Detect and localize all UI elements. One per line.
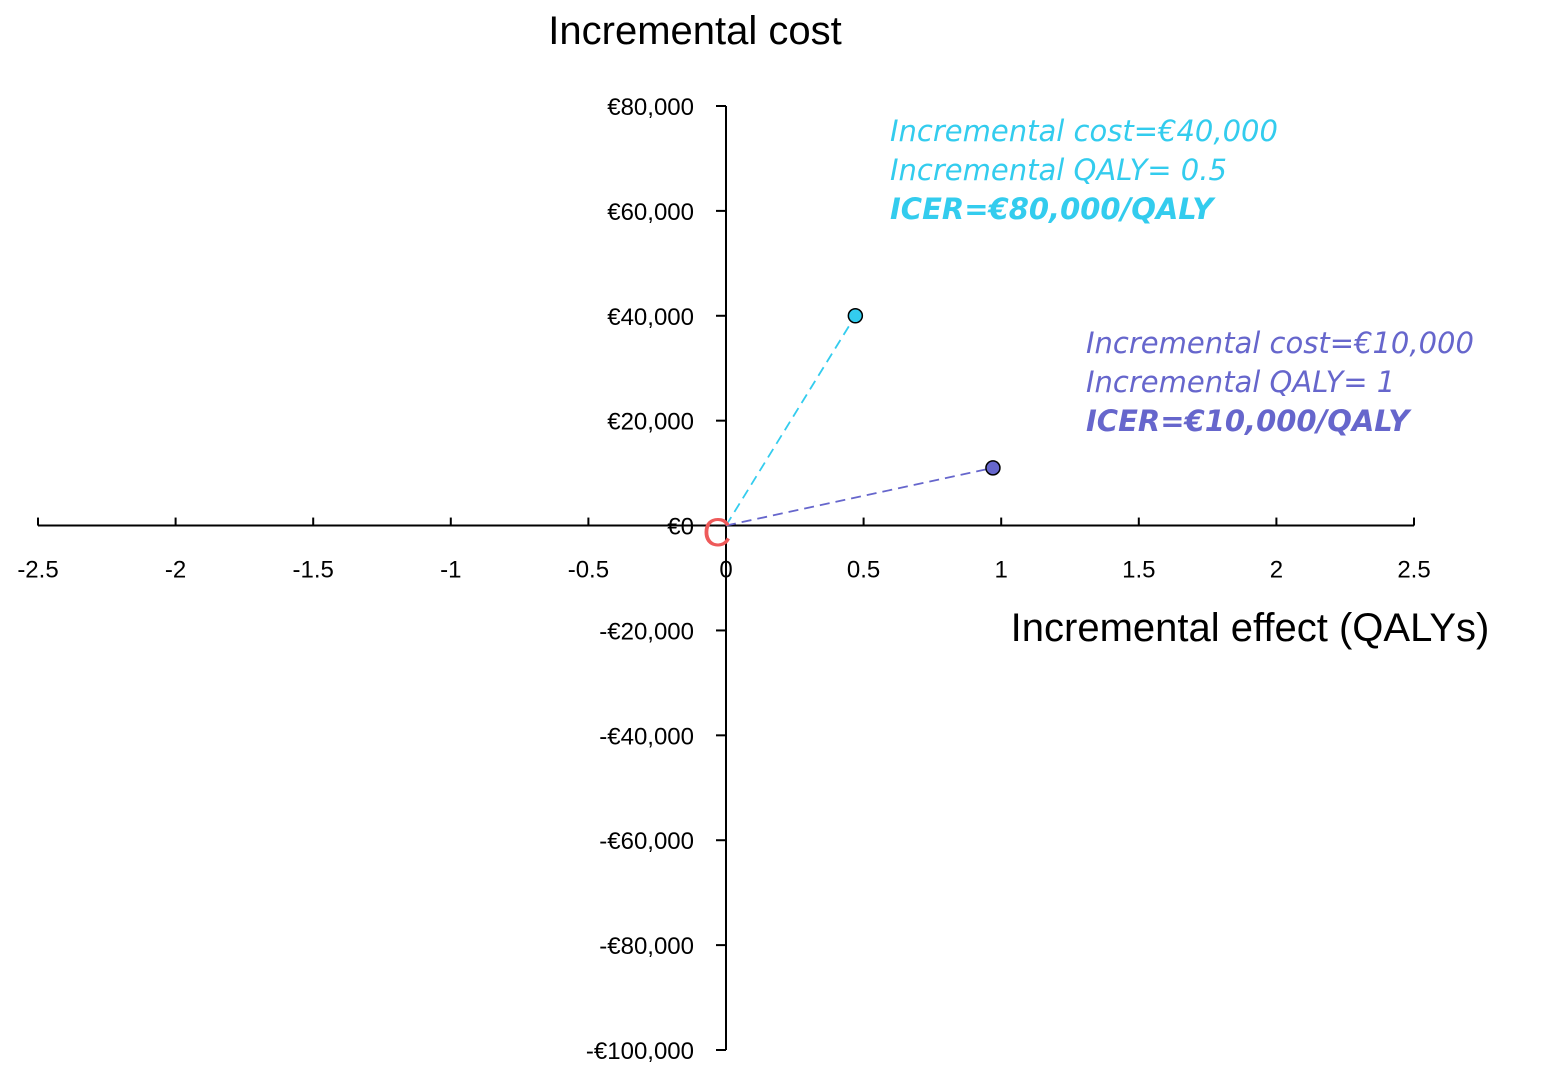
x-tick-label: -1.5 xyxy=(293,557,334,584)
y-tick-label: -€40,000 xyxy=(599,723,694,750)
series-1-annotation-line: Incremental cost=€40,000 xyxy=(890,114,1278,148)
series-layer: Incremental cost=€40,000 Incremental QALY… xyxy=(725,114,1474,527)
y-tick-label: €40,000 xyxy=(607,304,694,331)
x-tick-label: 1.5 xyxy=(1122,557,1155,584)
y-tick-label: -€80,000 xyxy=(599,933,694,960)
y-tick-label: €60,000 xyxy=(607,199,694,226)
series-1-point xyxy=(847,308,864,324)
series-1-line xyxy=(725,315,857,527)
series-2-annotation-line: Incremental cost=€10,000 xyxy=(1086,326,1474,360)
series-2-line xyxy=(725,466,994,527)
series-2-annotation-line: Incremental QALY= 1 xyxy=(1086,365,1395,399)
y-tick-label: €80,000 xyxy=(607,94,694,121)
x-tick-labels: -2.5 -2 -1.5 -1 -0.5 0 0.5 1 1.5 2 2.5 xyxy=(17,557,1430,584)
series-1-annotation-line: Incremental QALY= 0.5 xyxy=(890,153,1227,187)
x-tick-label: -2 xyxy=(165,557,186,584)
x-tick-label: 1 xyxy=(995,557,1008,584)
series-2-annotation-line: ICER=€10,000/QALY xyxy=(1086,404,1412,438)
x-tick-label: -2.5 xyxy=(17,557,58,584)
x-tick-label: 2 xyxy=(1270,557,1283,584)
y-tick-labels: €80,000 €60,000 €40,000 €20,000 €0 -€20,000 -€… xyxy=(586,94,694,1065)
series-1-annotation-line: ICER=€80,000/QALY xyxy=(890,192,1216,226)
origin-label: C xyxy=(703,511,732,555)
series-2-point xyxy=(985,460,1001,476)
y-tick-label: €0 xyxy=(667,514,694,541)
y-tick-label: €20,000 xyxy=(607,409,694,436)
series-1: Incremental cost=€40,000 Incremental QALY… xyxy=(725,114,1278,527)
x-tick-label: -0.5 xyxy=(568,557,609,584)
y-tick-label: -€60,000 xyxy=(599,828,694,855)
x-tick-label: 0.5 xyxy=(847,557,880,584)
y-tick-label: -€100,000 xyxy=(586,1038,694,1065)
x-axis-title: Incremental effect (QALYs) xyxy=(1011,606,1490,650)
x-tick-label: -1 xyxy=(440,557,461,584)
series-2: Incremental cost=€10,000 Incremental QALY… xyxy=(725,326,1474,527)
y-tick-label: -€20,000 xyxy=(599,618,694,645)
x-tick-label: 2.5 xyxy=(1397,557,1430,584)
y-axis-title: Incremental cost xyxy=(548,9,841,53)
x-tick-label: 0 xyxy=(719,557,732,584)
